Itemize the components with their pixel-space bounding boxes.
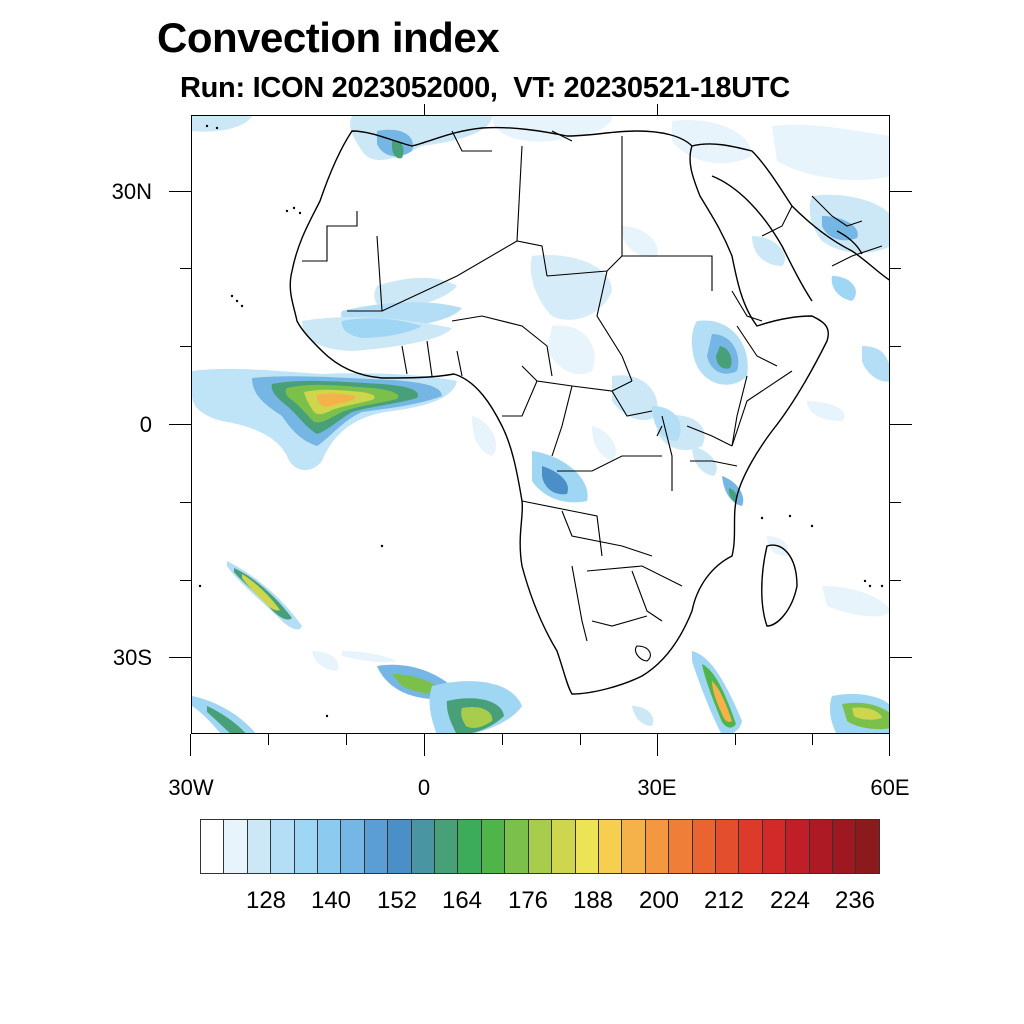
lat-tick-30s-right — [890, 657, 912, 659]
lon-label-60e: 60E — [870, 775, 910, 800]
colorbar-swatch — [388, 820, 412, 873]
colorbar-swatch — [435, 820, 459, 873]
colorbar-swatch — [692, 820, 716, 873]
lon-tick-60e — [889, 734, 891, 756]
lon-tick-30w — [190, 734, 192, 756]
colorbar-swatch — [622, 820, 646, 873]
map-panel — [191, 115, 890, 734]
colorbar-swatch — [224, 820, 248, 873]
colorbar-swatch — [411, 820, 436, 873]
colorbar-swatch — [481, 820, 506, 873]
country-borders — [302, 130, 883, 662]
lat-minor-tick — [180, 580, 191, 582]
coastlines — [289, 126, 889, 695]
convection-field — [192, 116, 889, 733]
colorbar-swatch — [856, 820, 879, 873]
colorbar-label: 200 — [638, 887, 680, 914]
lat-minor-tick — [180, 346, 191, 348]
lat-minor-tick — [180, 502, 191, 504]
colorbar-label: 140 — [310, 887, 352, 914]
map-canvas — [192, 116, 889, 733]
lon-label-0: 0 — [417, 775, 431, 800]
lon-minor-tick — [580, 734, 582, 745]
lon-minor-tick — [346, 734, 348, 745]
colorbar-label: 128 — [245, 887, 287, 914]
islands — [198, 124, 884, 718]
colorbar-swatch — [505, 820, 529, 873]
lon-label-30w: 30W — [168, 775, 214, 800]
colorbar-swatch — [762, 820, 787, 873]
lat-minor-tick — [890, 268, 901, 270]
colorbar-label: 224 — [769, 887, 811, 914]
colorbar-label: 212 — [703, 887, 745, 914]
chart-subtitle: Run: ICON 2023052000, VT: 20230521-18UTC — [180, 72, 790, 104]
lon-tick-top — [657, 104, 659, 115]
south-atlantic-front — [227, 561, 397, 663]
lon-minor-tick — [812, 734, 814, 745]
lat-minor-tick — [890, 502, 901, 504]
lat-tick-30n — [169, 191, 191, 193]
lat-tick-0-right — [890, 424, 912, 426]
west-african-band — [302, 255, 705, 503]
colorbar-label: 176 — [507, 887, 549, 914]
lon-tick-30e — [657, 734, 659, 756]
colorbar-swatch — [364, 820, 389, 873]
colorbar-label: 188 — [572, 887, 614, 914]
colorbar-swatch — [294, 820, 319, 873]
lat-tick-30s — [169, 657, 191, 659]
colorbar-swatch — [598, 820, 623, 873]
colorbar — [200, 819, 880, 874]
colorbar-swatch — [271, 820, 295, 873]
colorbar-swatch — [575, 820, 599, 873]
indian-ocean-cells — [767, 346, 889, 617]
colorbar-swatch — [318, 820, 342, 873]
lat-label-0: 0 — [139, 412, 152, 437]
colorbar-swatch — [645, 820, 670, 873]
mediterranean — [192, 116, 752, 258]
colorbar-swatch — [669, 820, 693, 873]
colorbar-swatch — [739, 820, 763, 873]
lon-label-30e: 30E — [637, 775, 677, 800]
colorbar-label: 152 — [376, 887, 418, 914]
colorbar-swatch — [786, 820, 810, 873]
lat-label-30s: 30S — [112, 645, 152, 670]
colorbar-swatch — [832, 820, 857, 873]
lat-label-30n: 30N — [111, 179, 152, 204]
colorbar-swatch — [552, 820, 576, 873]
chart-title: Convection index — [157, 14, 500, 61]
colorbar-swatch — [201, 820, 225, 873]
lat-tick-30n-right — [890, 191, 912, 193]
colorbar-swatch — [247, 820, 272, 873]
lat-minor-tick — [890, 580, 901, 582]
colorbar-label: 236 — [834, 887, 876, 914]
colorbar-swatch — [715, 820, 740, 873]
lon-tick-top — [424, 104, 426, 115]
lat-minor-tick — [180, 268, 191, 270]
lon-minor-tick — [735, 734, 737, 745]
gulf-of-guinea-convection — [192, 368, 457, 471]
colorbar-swatch — [528, 820, 553, 873]
lat-tick-0 — [169, 424, 191, 426]
colorbar-label: 164 — [441, 887, 483, 914]
arabian-gulf — [752, 124, 889, 301]
ethiopian-highlands — [691, 320, 748, 506]
lat-minor-tick — [890, 346, 901, 348]
colorbar-swatch — [341, 820, 365, 873]
colorbar-swatch — [809, 820, 833, 873]
colorbar-swatch — [458, 820, 482, 873]
lon-tick-0 — [424, 734, 426, 756]
lon-minor-tick — [268, 734, 270, 745]
southern-ocean — [192, 651, 889, 733]
lon-minor-tick — [502, 734, 504, 745]
